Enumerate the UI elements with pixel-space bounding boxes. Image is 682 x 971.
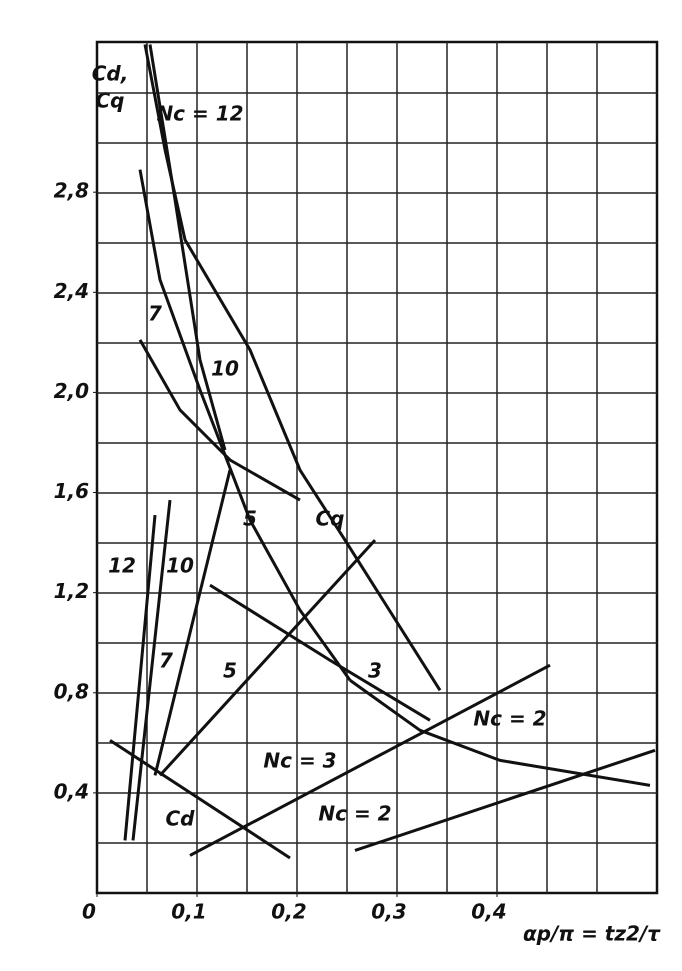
y-tick-label: 2,4 <box>54 279 89 303</box>
y-axis-label: Cq <box>96 89 125 113</box>
series-line <box>158 539 377 777</box>
series-label: 10 <box>166 554 194 578</box>
series-label: Nc = 2 <box>318 802 391 826</box>
series-line <box>109 739 291 860</box>
series-label: Nc = 12 <box>156 102 243 126</box>
series-label: Nc = 2 <box>473 707 546 731</box>
x-axis-label: αp/π = tz2/τ <box>523 922 661 946</box>
series-line <box>349 679 651 787</box>
series-label: 10 <box>211 357 239 381</box>
y-tick-label: 0,4 <box>54 779 89 803</box>
series-label: 3 <box>368 659 382 683</box>
series-line <box>153 469 232 776</box>
y-tick-label: 1,2 <box>54 579 89 603</box>
x-tick-label: 0 <box>82 900 96 924</box>
x-tick-label: 0,3 <box>371 900 406 924</box>
series-line <box>138 339 301 502</box>
y-tick-label: 2,8 <box>54 179 90 203</box>
y-tick-label: 0,8 <box>54 679 90 703</box>
series-line <box>209 583 431 722</box>
series-label: 7 <box>148 302 162 326</box>
series-line <box>354 748 656 852</box>
x-tick-label: 0,4 <box>471 900 506 924</box>
series-label: Cd <box>166 807 196 831</box>
series-label: 12 <box>108 554 136 578</box>
series-label: 5 <box>243 507 257 531</box>
y-tick-label: 2,0 <box>54 379 90 403</box>
series-line <box>131 499 172 841</box>
series-line <box>143 44 442 692</box>
y-tick-label: 1,6 <box>54 479 90 503</box>
plot-frame <box>95 40 659 895</box>
series-label: 7 <box>159 649 173 673</box>
x-tick-label: 0,2 <box>271 900 306 924</box>
x-tick-label: 0,1 <box>171 900 206 924</box>
y-axis-label: Cd, <box>92 62 129 86</box>
series-line <box>189 663 551 857</box>
series-label: 5 <box>223 659 237 683</box>
series-label: Nc = 3 <box>263 749 336 773</box>
series-line <box>123 514 157 841</box>
series-line <box>148 44 227 451</box>
